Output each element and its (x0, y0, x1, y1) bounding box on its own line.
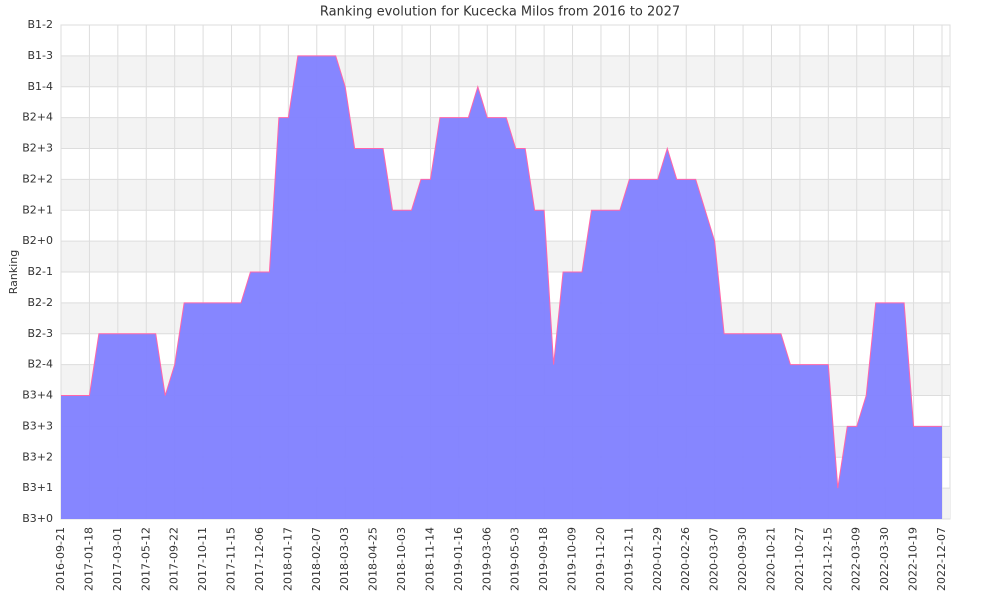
x-tick-label: 2017-09-22 (168, 527, 181, 591)
x-tick-label: 2017-05-12 (139, 527, 152, 591)
y-tick-label: B2+1 (22, 203, 53, 216)
x-tick-label: 2018-01-17 (281, 527, 294, 591)
area-line (61, 55, 942, 489)
y-tick-label: B2-1 (27, 265, 53, 278)
y-tick-label: B2+0 (22, 234, 53, 247)
y-tick-label: B3+3 (22, 419, 53, 432)
x-tick-label: 2019-03-06 (480, 527, 493, 591)
x-tick-label: 2020-10-21 (764, 527, 777, 591)
y-tick-label: B1-2 (27, 18, 53, 31)
y-tick-label: B2-3 (27, 327, 53, 340)
y-tick-label: B1-3 (27, 49, 53, 62)
x-tick-label: 2019-11-20 (594, 527, 607, 591)
x-tick-label: 2018-11-14 (423, 527, 436, 591)
x-tick-label: 2018-03-03 (338, 527, 351, 591)
x-tick-label: 2016-09-21 (54, 527, 67, 591)
x-tick-label: 2020-01-29 (651, 527, 664, 591)
chart-title: Ranking evolution for Kucecka Milos from… (320, 5, 680, 20)
y-tick-label: B2-4 (27, 358, 53, 371)
x-tick-label: 2017-03-01 (111, 527, 124, 591)
grid-band (61, 55, 950, 87)
x-tick-label: 2019-05-03 (509, 527, 522, 591)
x-tick-label: 2017-11-15 (225, 527, 238, 591)
y-tick-label: B3+2 (22, 450, 53, 463)
x-tick-label: 2019-10-09 (566, 527, 579, 591)
x-tick-label: 2017-10-11 (196, 527, 209, 591)
x-tick-label: 2017-01-18 (82, 527, 95, 591)
x-tick-label: 2019-01-16 (452, 527, 465, 591)
x-tick-label: 2017-12-06 (253, 527, 266, 591)
x-tick-label: 2020-09-30 (736, 527, 749, 591)
y-axis-label: Ranking (7, 250, 20, 295)
x-tick-label: 2019-12-11 (622, 527, 635, 591)
x-tick-label: 2021-10-27 (793, 527, 806, 591)
x-tick-label: 2018-04-25 (367, 527, 380, 591)
x-tick-label: 2022-10-19 (907, 527, 920, 591)
y-tick-label: B3+1 (22, 481, 53, 494)
y-tick-label: B2+4 (22, 111, 53, 124)
area-fill (61, 55, 942, 519)
x-tick-label: 2022-03-30 (878, 527, 891, 591)
y-tick-label: B1-4 (27, 80, 53, 93)
y-tick-label: B2-2 (27, 296, 53, 309)
x-tick-label: 2020-02-26 (679, 527, 692, 591)
x-tick-label: 2022-03-09 (850, 527, 863, 591)
y-tick-label: B2+2 (22, 172, 53, 185)
x-tick-label: 2022-12-07 (935, 527, 948, 591)
x-tick-label: 2019-09-18 (537, 527, 550, 591)
y-tick-label: B3+4 (22, 389, 53, 402)
y-tick-label: B2+3 (22, 142, 53, 155)
y-tick-label: B3+0 (22, 512, 53, 525)
x-tick-label: 2021-12-15 (821, 527, 834, 591)
x-tick-label: 2018-10-03 (395, 527, 408, 591)
x-tick-label: 2018-02-07 (310, 527, 323, 591)
x-tick-label: 2020-03-07 (708, 527, 721, 591)
